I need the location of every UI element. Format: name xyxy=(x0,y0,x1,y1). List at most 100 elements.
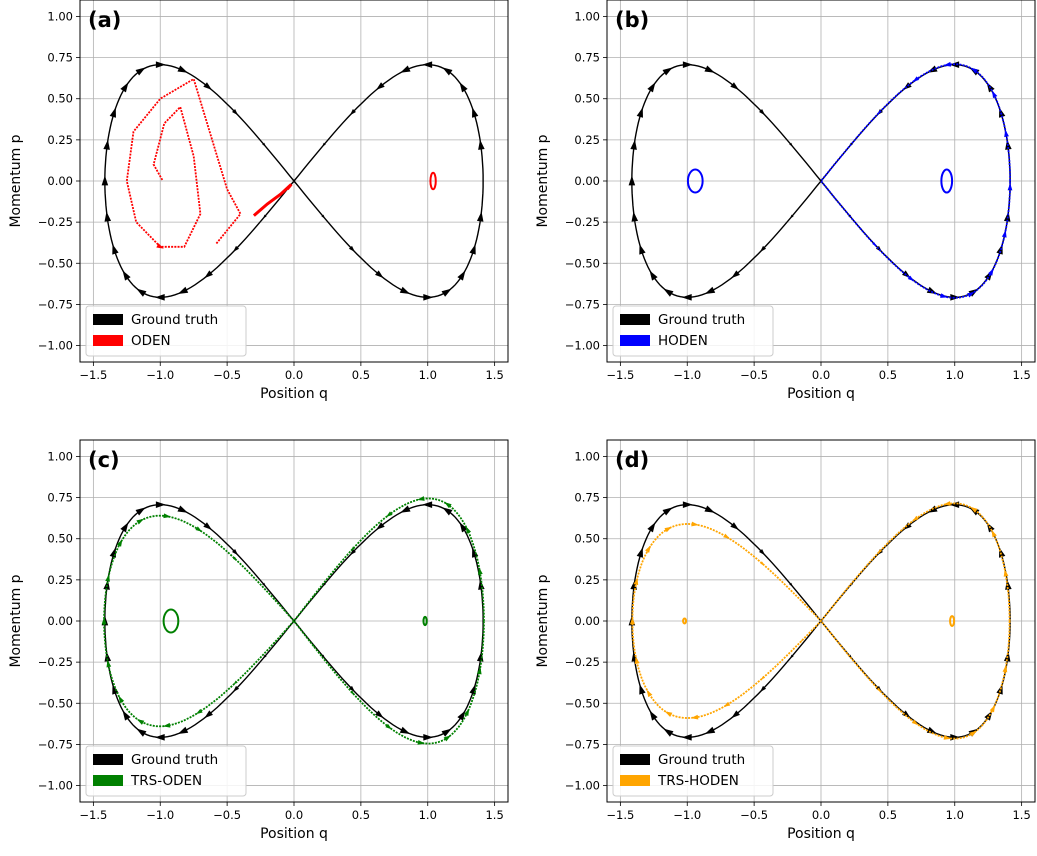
arrow-marker xyxy=(967,291,975,298)
arrow-marker xyxy=(232,549,239,556)
arrow-marker xyxy=(233,685,240,692)
arrow-marker xyxy=(417,496,425,501)
arrow-marker xyxy=(155,61,166,68)
arrow-marker xyxy=(989,704,996,713)
arrow-marker xyxy=(628,175,636,186)
tick-label-y: −0.25 xyxy=(565,655,600,669)
arrow-marker xyxy=(647,522,656,533)
arrow-marker xyxy=(118,695,125,704)
x-axis-label: Position q xyxy=(787,386,855,402)
arrow-marker xyxy=(759,549,766,556)
tick-label-y: −0.75 xyxy=(38,297,73,311)
arrow-marker xyxy=(122,710,131,721)
arrow-marker xyxy=(154,734,165,741)
tick-label-x: −1.0 xyxy=(673,808,701,822)
arrow-marker xyxy=(162,722,171,728)
arrow-marker xyxy=(233,245,240,252)
arrow-marker xyxy=(631,211,639,222)
tick-label-x: −1.5 xyxy=(606,808,634,822)
tick-label-y: 1.00 xyxy=(574,449,600,463)
tick-label-y: 0.50 xyxy=(47,532,73,546)
legend-entry: Ground truth xyxy=(131,312,218,328)
arrow-marker xyxy=(203,82,212,90)
arrow-marker xyxy=(135,507,146,516)
tick-label-x: 1.0 xyxy=(946,368,964,382)
series-ground-truth xyxy=(101,61,485,301)
arrow-marker xyxy=(839,595,842,598)
tick-label-x: −1.5 xyxy=(79,368,107,382)
arrow-marker xyxy=(105,574,110,582)
tick-label-x: −0.5 xyxy=(740,368,768,382)
arrow-marker xyxy=(101,617,107,625)
arrow-marker xyxy=(970,506,978,513)
arrow-marker xyxy=(292,179,295,182)
series-line xyxy=(125,77,242,248)
tick-label-y: −0.25 xyxy=(38,655,73,669)
arrow-marker xyxy=(469,244,476,255)
arrow-marker xyxy=(441,728,452,737)
series-trs-hoden xyxy=(630,501,1011,740)
arrow-marker xyxy=(704,65,715,73)
tick-label-x: 1.0 xyxy=(419,808,437,822)
tick-label-x: −1.5 xyxy=(606,368,634,382)
arrow-marker xyxy=(135,67,146,76)
arrow-marker xyxy=(204,710,213,719)
legend-box xyxy=(85,745,247,797)
arrow-marker xyxy=(112,244,119,255)
arrow-marker xyxy=(350,690,355,695)
legend-entry: Ground truth xyxy=(131,752,218,768)
legend-swatch xyxy=(93,754,123,765)
arrow-marker xyxy=(120,82,129,93)
tick-label-y: −0.50 xyxy=(565,696,600,710)
arrow-marker xyxy=(136,728,147,737)
legend-entry: Ground truth xyxy=(658,312,745,328)
arrow-marker xyxy=(203,522,212,530)
arrow-marker xyxy=(104,211,112,222)
y-axis-label: Momentum p xyxy=(8,574,24,667)
tick-label-y: −1.00 xyxy=(565,779,600,793)
arrow-marker xyxy=(682,501,693,508)
arrow-marker xyxy=(950,734,961,741)
small-loop xyxy=(686,168,704,194)
axes-frame xyxy=(79,439,509,803)
arrow-marker xyxy=(400,505,411,513)
x-axis-label: Position q xyxy=(260,386,328,402)
arrow-marker xyxy=(385,723,392,730)
arrow-marker xyxy=(417,739,426,745)
y-axis-label: Momentum p xyxy=(535,574,551,667)
arrow-marker xyxy=(477,567,483,575)
arrow-marker xyxy=(476,211,484,222)
arrow-marker xyxy=(312,645,315,648)
panel-d: −1.5 −1.0 −0.5 0.0 0.5 1.0 1.5 1.00 0.75 0.50 0.25… xyxy=(535,439,1036,842)
tick-label-x: 1.5 xyxy=(485,368,503,382)
plot-content xyxy=(628,61,1013,301)
legend-entry: ODEN xyxy=(131,333,171,349)
arrow-marker xyxy=(664,526,672,533)
arrow-marker xyxy=(634,656,640,665)
tick-label-y: 0.75 xyxy=(574,491,600,505)
arrow-marker xyxy=(177,505,188,513)
arrow-marker xyxy=(423,294,434,301)
tick-label-y: 0.00 xyxy=(47,614,73,628)
arrow-marker xyxy=(704,726,716,734)
legend-entry: TRS-HODEN xyxy=(657,773,739,789)
tick-label-y: −0.75 xyxy=(565,737,600,751)
tick-label-x: −0.5 xyxy=(213,808,241,822)
legend-swatch xyxy=(93,775,123,786)
arrow-marker xyxy=(457,270,466,281)
arrow-marker xyxy=(636,107,643,118)
axes-frame xyxy=(606,439,1036,803)
arrow-marker xyxy=(136,288,147,297)
tick-label-y: 0.25 xyxy=(47,573,73,587)
series-segment xyxy=(252,183,293,217)
arrow-marker xyxy=(422,61,433,68)
arrow-marker xyxy=(322,142,326,147)
tick-label-y: −0.75 xyxy=(38,737,73,751)
arrow-marker xyxy=(996,244,1003,255)
tick-label-x: −1.5 xyxy=(79,808,107,822)
arrow-marker xyxy=(101,175,109,186)
arrow-marker xyxy=(723,701,731,707)
tick-label-x: −1.0 xyxy=(146,808,174,822)
tick-label-y: −1.00 xyxy=(38,339,73,353)
arrow-marker xyxy=(662,507,673,516)
